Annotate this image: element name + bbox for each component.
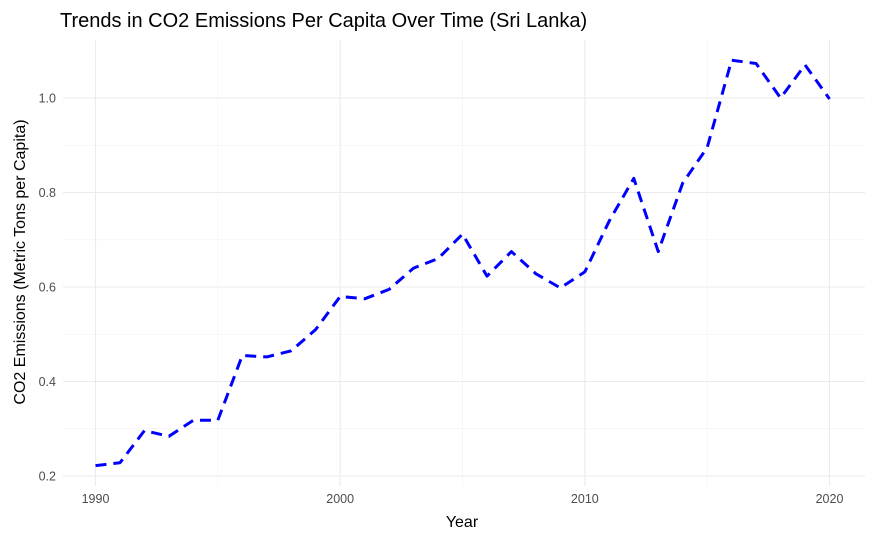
y-axis-title: CO2 Emissions (Metric Tons per Capita) [12, 119, 29, 404]
x-axis-title: Year [446, 514, 479, 531]
y-tick-label: 0.2 [39, 470, 56, 484]
y-tick-label: 1.0 [39, 92, 56, 106]
y-tick-label: 0.4 [39, 375, 56, 389]
x-tick-label: 2020 [816, 492, 844, 506]
y-axis-ticks: 0.2 0.4 0.6 0.8 1.0 [39, 92, 56, 484]
x-tick-label: 2000 [326, 492, 354, 506]
x-tick-label: 1990 [82, 492, 110, 506]
chart-title: Trends in CO2 Emissions Per Capita Over … [60, 10, 587, 32]
y-tick-label: 0.6 [39, 281, 56, 295]
x-axis-ticks: 1990 2000 2010 2020 [82, 492, 844, 506]
x-tick-label: 2010 [571, 492, 599, 506]
grid [63, 40, 865, 486]
y-tick-label: 0.8 [39, 186, 56, 200]
